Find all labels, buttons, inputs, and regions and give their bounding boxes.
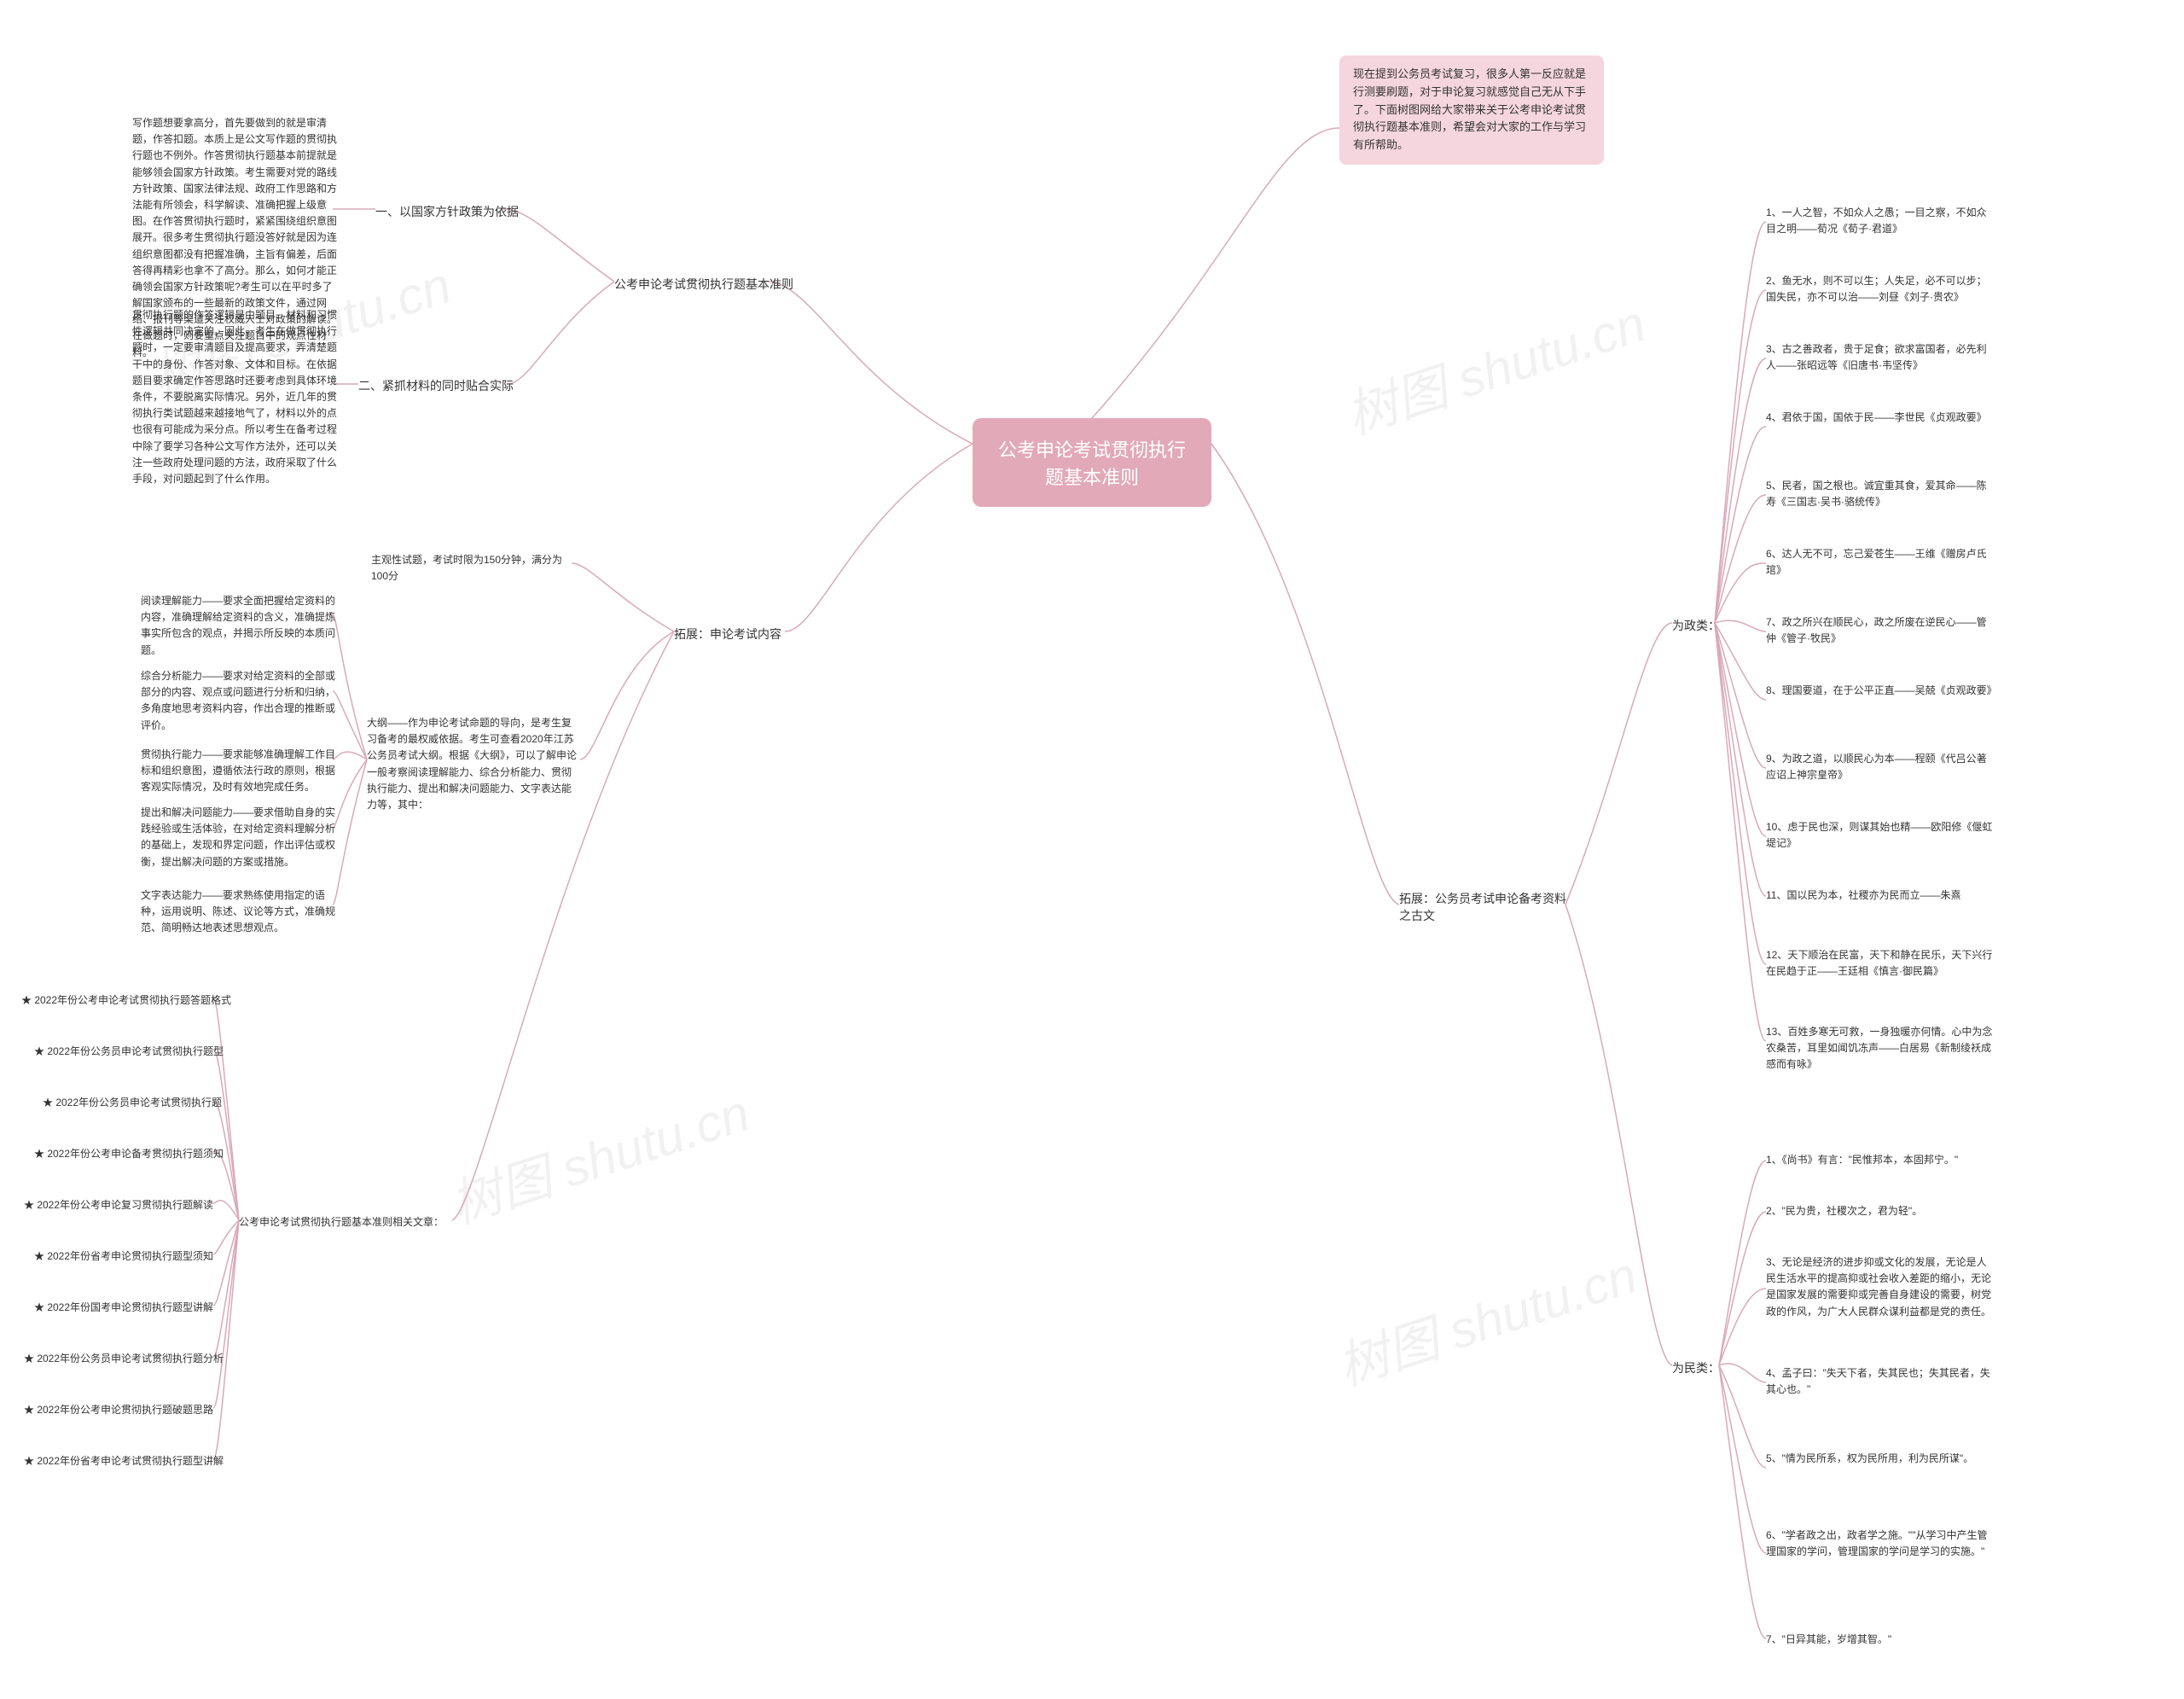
center-node: 公考申论考试贯彻执行题基本准则 <box>973 418 1211 507</box>
related-9: ★ 2022年份省考申论考试贯彻执行题型讲解 <box>24 1453 224 1469</box>
gov-item-9: 10、虑于民也深，则谋其始也精——欧阳修《偃虹堤记》 <box>1766 819 1996 852</box>
related-5: ★ 2022年份省考申论贯彻执行题型须知 <box>34 1248 213 1265</box>
gov-item-0: 1、一人之智，不如众人之愚；一目之察，不如众目之明——荀况《荀子·君道》 <box>1766 205 1996 237</box>
left-branch-2-subtitle: 主观性试题，考试时限为150分钟，满分为100分 <box>371 552 576 585</box>
left-branch-1-item2-label: 二、紧抓材料的同时贴合实际 <box>358 377 514 394</box>
people-item-6: 7、"日异其能，岁增其智。" <box>1766 1632 1996 1648</box>
related-6: ★ 2022年份国考申论贯彻执行题型讲解 <box>34 1300 213 1316</box>
left-branch-1-title: 公考申论考试贯彻执行题基本准则 <box>614 276 793 293</box>
gov-item-2: 3、古之善政者，贵于足食；欲求富国者，必先利人——张昭远等《旧唐书·韦坚传》 <box>1766 341 1996 374</box>
left-branch-2-outline: 大纲——作为申论考试命题的导向，是考生复习备考的最权威依据。考生可查看2020年… <box>367 715 580 813</box>
people-item-1: 2、"民为贵，社稷次之，君为轻"。 <box>1766 1203 1996 1219</box>
gov-item-1: 2、鱼无水，则不可以生；人失足，必不可以步；国失民，亦不可以治——刘昼《刘子·贵… <box>1766 273 1996 305</box>
intro-box: 现在提到公务员考试复习，很多人第一反应就是行测要刷题，对于申论复习就感觉自己无从… <box>1339 55 1604 165</box>
gov-item-5: 6、达人无不可，忘己爱苍生——王维《赠房卢氏琯》 <box>1766 546 1996 579</box>
ability-5: 文字表达能力——要求熟练使用指定的语种，运用说明、陈述、议论等方式，准确规范、简… <box>141 887 335 937</box>
related-2: ★ 2022年份公务员申论考试贯彻执行题 <box>43 1095 222 1111</box>
ability-1: 阅读理解能力——要求全面把握给定资料的内容，准确理解给定资料的含义，准确提炼事实… <box>141 593 335 659</box>
related-0: ★ 2022年份公考申论考试贯彻执行题答题格式 <box>21 992 231 1009</box>
left-branch-3-title: 公考申论考试贯彻执行题基本准则相关文章： <box>239 1214 444 1229</box>
gov-item-4: 5、民者，国之根也。诚宜重其食，爱其命——陈寿《三国志·吴书·骆统传》 <box>1766 478 1996 510</box>
gov-item-3: 4、君依于国，国依于民——李世民《贞观政要》 <box>1766 410 1996 426</box>
gov-label: 为政类： <box>1672 617 1720 634</box>
ability-3: 贯彻执行能力——要求能够准确理解工作目标和组织意图，遵循依法行政的原则，根据客观… <box>141 747 335 796</box>
gov-item-12: 13、百姓多寒无可救，一身独暖亦何情。心中为念农桑苦，耳里如闻饥冻声——白居易《… <box>1766 1024 1996 1074</box>
people-item-2: 3、无论是经济的进步抑或文化的发展，无论是人民生活水平的提高抑或社会收入差距的缩… <box>1766 1254 1996 1320</box>
related-1: ★ 2022年份公务员申论考试贯彻执行题型 <box>34 1044 224 1060</box>
left-branch-2-title: 拓展：申论考试内容 <box>674 625 781 643</box>
people-item-3: 4、孟子曰："失天下者，失其民也；失其民者，失其心也。" <box>1766 1365 1996 1398</box>
gov-item-11: 12、天下顺治在民富，天下和静在民乐，天下兴行在民趋于正——王廷相《慎言·御民篇… <box>1766 947 1996 980</box>
gov-item-7: 8、理国要道，在于公平正直——吴兢《贞观政要》 <box>1766 683 1996 699</box>
left-branch-1-item1-label: 一、以国家方针政策为依据 <box>375 203 519 220</box>
ability-2: 综合分析能力——要求对给定资料的全部或部分的内容、观点或问题进行分析和归纳，多角… <box>141 668 335 734</box>
related-8: ★ 2022年份公考申论贯彻执行题破题思路 <box>24 1402 213 1418</box>
related-7: ★ 2022年份公务员申论考试贯彻执行题分析 <box>24 1351 224 1367</box>
people-label: 为民类： <box>1672 1359 1720 1376</box>
people-item-5: 6、"学者政之出，政者学之施。""从学习中产生管理国家的学问，管理国家的学问是学… <box>1766 1527 1996 1560</box>
gov-item-6: 7、政之所兴在顺民心，政之所废在逆民心——管仲《管子·牧民》 <box>1766 614 1996 647</box>
people-item-0: 1、《尚书》有言："民惟邦本，本固邦宁。" <box>1766 1152 1996 1168</box>
right-branch-title: 拓展：公务员考试申论备考资料之古文 <box>1399 890 1570 924</box>
gov-item-10: 11、国以民为本，社稷亦为民而立——朱熹 <box>1766 887 1996 904</box>
ability-4: 提出和解决问题能力——要求借助自身的实践经验或生活体验，在对给定资料理解分析的基… <box>141 805 335 870</box>
gov-item-8: 9、为政之道，以顺民心为本——程颐《代吕公著应诏上神宗皇帝》 <box>1766 751 1996 783</box>
related-3: ★ 2022年份公考申论备考贯彻执行题须知 <box>34 1146 224 1162</box>
people-item-4: 5、"情为民所系，权为民所用，利为民所谋"。 <box>1766 1451 1996 1467</box>
left-branch-1-item2-text: 贯彻执行题的作答逻辑是由题目、材料和习惯性逻辑共同决定的。因此，考生在做贯彻执行… <box>132 307 337 487</box>
related-4: ★ 2022年份公考申论复习贯彻执行题解读 <box>24 1197 213 1213</box>
